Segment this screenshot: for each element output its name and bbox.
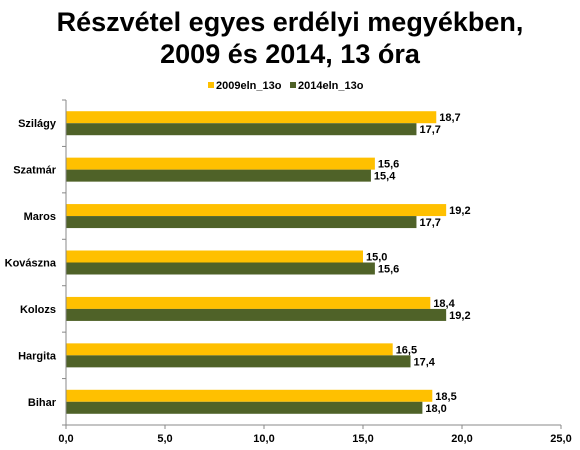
data-label: 19,2 — [449, 205, 470, 217]
x-tick-label: 20,0 — [451, 433, 472, 445]
bar — [66, 389, 433, 402]
data-label: 18,5 — [435, 391, 456, 403]
category-label: Bihar — [28, 397, 57, 409]
x-tick-label: 15,0 — [352, 433, 373, 445]
x-tick-label: 0,0 — [58, 433, 73, 445]
data-label: 17,7 — [419, 124, 440, 136]
bar — [66, 169, 371, 182]
bar — [66, 216, 417, 229]
data-label: 15,0 — [366, 252, 387, 264]
x-tick-label: 5,0 — [157, 433, 172, 445]
legend-label-2009: 2009eln_13o — [216, 80, 282, 92]
x-tick-label: 25,0 — [550, 433, 571, 445]
data-label: 15,4 — [374, 171, 396, 183]
bar — [66, 401, 423, 414]
category-label: Maros — [24, 211, 56, 223]
legend-swatch-2014 — [290, 82, 296, 88]
bar — [66, 250, 363, 263]
bar — [66, 308, 447, 321]
bar — [66, 157, 375, 170]
data-label: 17,4 — [414, 356, 436, 368]
category-label: Kolozs — [20, 304, 56, 316]
data-label: 16,5 — [396, 344, 417, 356]
chart-title-line-1: Részvétel egyes erdélyi megyékben, — [57, 7, 524, 37]
legend: 2009eln_13o 2014eln_13o — [208, 80, 364, 92]
bar — [66, 262, 375, 275]
chart-title-line-2: 2009 és 2014, 13 óra — [160, 39, 421, 69]
bar — [66, 123, 417, 136]
legend-label-2014: 2014eln_13o — [298, 80, 364, 92]
data-label: 15,6 — [378, 264, 399, 276]
bar — [66, 296, 431, 309]
data-label: 17,7 — [419, 217, 440, 229]
x-tick-label: 10,0 — [253, 433, 274, 445]
category-label: Szatmár — [13, 165, 57, 177]
bar — [66, 204, 447, 217]
data-label: 18,4 — [433, 298, 455, 310]
data-label: 18,0 — [425, 403, 446, 415]
bar — [66, 355, 411, 368]
data-label: 15,6 — [378, 159, 399, 171]
bar — [66, 111, 437, 124]
legend-swatch-2009 — [208, 82, 214, 88]
category-label: Szilágy — [18, 118, 57, 130]
category-label: Kovászna — [5, 258, 57, 270]
data-label: 18,7 — [439, 112, 460, 124]
category-label: Hargita — [18, 350, 57, 362]
data-label: 19,2 — [449, 310, 470, 322]
bar — [66, 343, 393, 356]
